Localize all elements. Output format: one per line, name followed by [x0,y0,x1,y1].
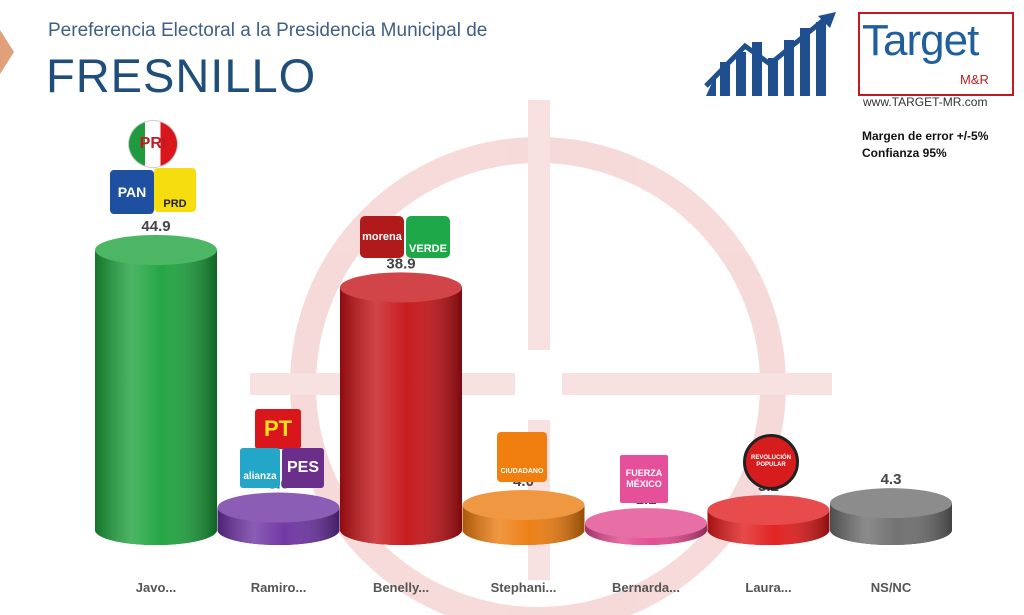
chart-subtitle: Pereferencia Electoral a la Presidencia … [48,20,488,41]
bar-top [462,490,585,521]
brand-name: Target [862,16,979,65]
bar-3 [340,272,462,545]
morena-logo: morena [360,216,404,258]
bar-top [830,488,952,519]
category-label: Benelly... [373,580,429,595]
pes-logo: PES [282,448,324,488]
prd-logo: PRD [154,168,196,212]
pri-logo: PRI [128,120,178,168]
bar-top [95,235,217,265]
alianza-logo: alianza [240,448,280,488]
pan-logo: PAN [108,168,156,216]
bar-5 [585,508,707,545]
category-label: Stephani... [491,580,557,595]
chart-title: FRESNILLO [46,49,317,102]
confidence-note: Confianza 95% [862,146,947,160]
bar-1 [95,235,217,545]
brand-logo [858,12,1014,96]
error-margin-note: Margen de error +/-5% [862,129,989,143]
mc-logo: CIUDADANO [497,432,547,482]
bar-shading [340,287,462,545]
category-label: Ramiro... [251,580,307,595]
verde-logo: VERDE [406,216,450,258]
bar-top [217,492,340,523]
data-label: 38.9 [386,255,415,272]
left-arrow-decoration [0,30,14,74]
fuerza-mexico-logo: FUERZA MÉXICO [620,455,668,503]
bar-2 [217,492,340,546]
brand-sub: M&R [960,72,989,87]
category-label: Laura... [745,580,791,595]
data-label: 4.3 [881,471,902,488]
data-label: 44.9 [141,218,170,235]
bar-4 [462,490,585,545]
brand-chart-icon [704,12,836,96]
bar-7 [830,488,952,545]
brand-url: www.TARGET-MR.com [863,95,988,109]
category-label: Javo... [136,580,176,595]
bar-top [585,508,707,539]
bar-top [340,272,462,303]
bar-top [707,495,830,526]
pt-logo: PT [255,409,301,449]
category-label: Bernarda... [612,580,680,595]
revolucion-popular-logo: REVOLUCIÓN POPULAR [743,434,799,490]
bar-6 [707,495,830,546]
bar-shading [95,250,217,545]
category-label: NS/NC [871,580,912,595]
